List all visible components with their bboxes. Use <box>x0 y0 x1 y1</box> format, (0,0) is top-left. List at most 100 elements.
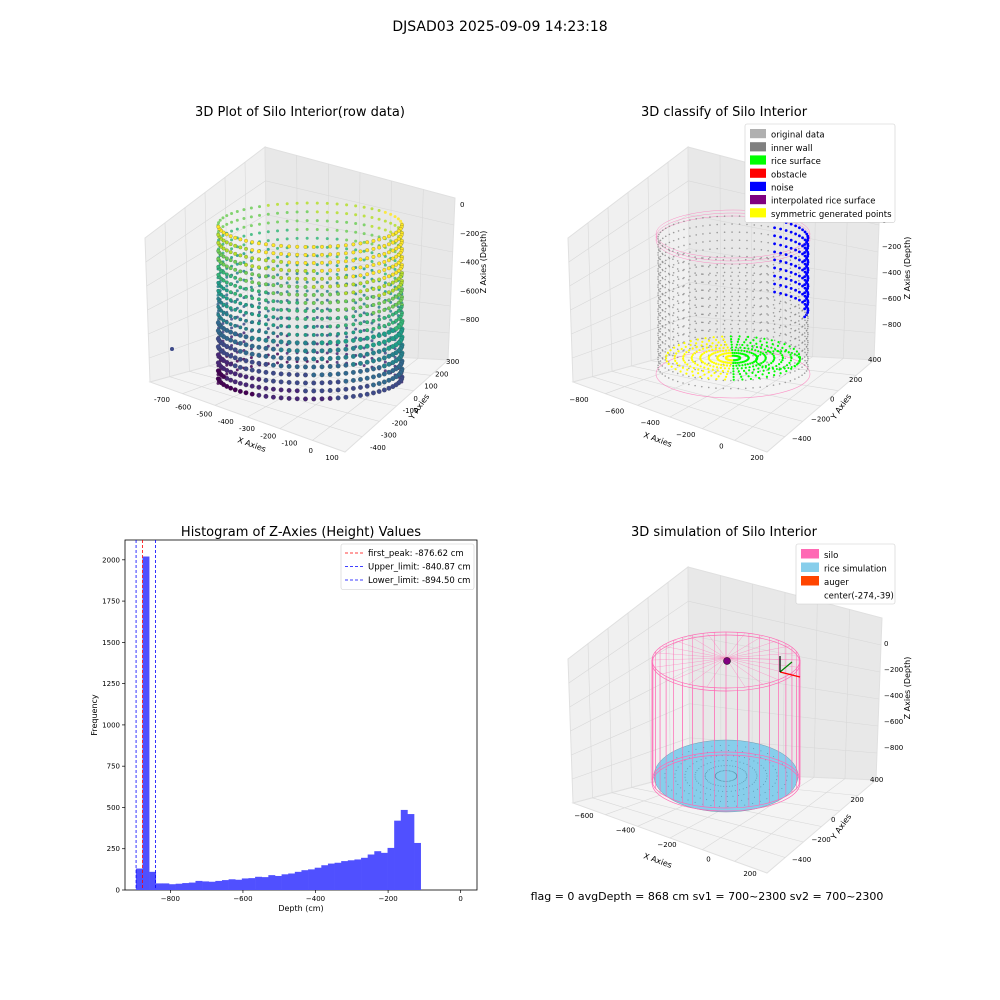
point <box>661 237 664 240</box>
rice-point <box>726 760 728 762</box>
point <box>779 275 783 279</box>
point <box>221 216 225 220</box>
point <box>739 356 742 360</box>
point <box>271 299 276 304</box>
point <box>772 303 775 306</box>
rice-point <box>694 776 696 778</box>
point <box>738 361 741 364</box>
point <box>343 331 348 336</box>
point <box>294 380 300 386</box>
x-tick-label: -200 <box>260 432 276 440</box>
point <box>730 379 732 382</box>
point <box>727 352 730 355</box>
point <box>657 260 659 262</box>
point <box>767 330 769 332</box>
point <box>256 305 261 310</box>
point <box>785 370 788 373</box>
point <box>735 351 738 355</box>
point <box>224 272 229 277</box>
panel1-points <box>170 201 405 402</box>
gridline <box>244 162 249 356</box>
point <box>798 357 801 360</box>
point <box>230 229 234 233</box>
rice-point <box>716 772 718 774</box>
point <box>699 365 702 368</box>
point <box>752 360 756 364</box>
rice-point <box>675 769 677 771</box>
panel1-title: 3D Plot of Silo Interior(row data) <box>195 105 405 120</box>
point <box>320 292 324 297</box>
point <box>688 349 691 352</box>
point <box>716 231 718 234</box>
point <box>716 255 718 258</box>
point <box>677 318 680 321</box>
point <box>700 305 703 308</box>
point <box>224 320 229 325</box>
point <box>278 347 284 353</box>
silo-line <box>706 632 727 659</box>
point <box>664 331 667 334</box>
point <box>664 375 666 377</box>
point <box>760 224 763 227</box>
point <box>789 267 792 270</box>
point <box>709 304 711 307</box>
point <box>683 236 685 239</box>
point <box>672 250 674 252</box>
point <box>785 310 787 312</box>
point <box>264 322 268 327</box>
point <box>287 316 291 321</box>
point <box>773 331 776 334</box>
point <box>702 257 704 259</box>
rice-point <box>786 771 788 773</box>
point <box>781 354 784 357</box>
point <box>256 313 261 318</box>
point <box>370 260 374 264</box>
point <box>803 348 806 350</box>
rice-point <box>707 770 709 772</box>
point <box>320 316 324 321</box>
point <box>370 268 374 272</box>
point <box>661 245 664 248</box>
point <box>668 273 671 276</box>
point <box>657 246 659 248</box>
point <box>805 240 809 244</box>
point <box>759 297 761 300</box>
rice-point <box>700 784 702 786</box>
point <box>250 264 255 269</box>
point <box>354 318 358 322</box>
legend-swatch <box>801 576 819 586</box>
point <box>689 227 691 229</box>
point <box>319 356 325 362</box>
rice-point <box>733 778 735 780</box>
point <box>295 308 300 313</box>
point <box>256 257 261 262</box>
x-tick-label: 0 <box>719 442 723 450</box>
point <box>700 377 703 380</box>
point <box>264 290 268 295</box>
point <box>216 296 221 301</box>
point <box>694 288 696 290</box>
rice-point <box>685 771 687 773</box>
point <box>776 350 779 353</box>
point <box>779 283 783 287</box>
hist-bar <box>241 878 249 890</box>
point <box>806 266 810 270</box>
point <box>668 297 671 300</box>
point <box>235 359 239 363</box>
point <box>657 243 659 246</box>
point <box>657 272 660 275</box>
point <box>693 352 696 355</box>
point <box>789 359 793 362</box>
point <box>772 271 775 274</box>
point <box>364 343 370 349</box>
hist-bar <box>248 878 256 890</box>
hist-bar <box>274 875 282 890</box>
point <box>263 377 269 383</box>
point <box>659 287 662 290</box>
point <box>740 367 743 370</box>
point <box>315 351 319 355</box>
point <box>801 268 804 272</box>
point <box>727 349 731 352</box>
rice-point <box>716 778 718 780</box>
point <box>711 342 714 345</box>
